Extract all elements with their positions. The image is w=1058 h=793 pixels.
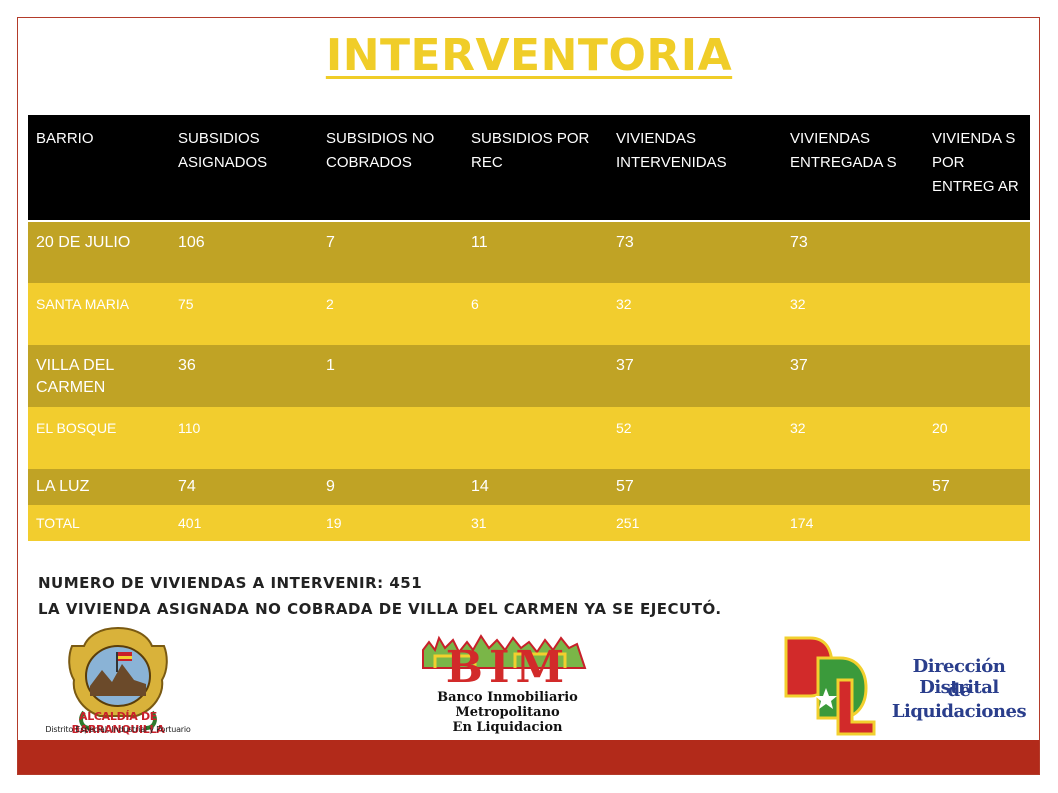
table-cell: VILLA DEL CARMEN [28,345,170,407]
ddl-line1: Dirección Distrital [912,656,1006,698]
table-cell: 32 [782,407,924,469]
alcaldia-logo: ALCALDÍA DE BARRANQUILLA Distrito Especi… [38,624,198,742]
table-cell: 37 [608,345,782,407]
table-cell: 251 [608,505,782,541]
ddl-line2: de Liquidaciones [891,680,1027,722]
alcaldia-subtitle: Distrito Especial, Industrial y Portuari… [45,725,191,734]
table-header-row: BARRIO SUBSIDIOS ASIGNADOS SUBSIDIOS NO … [28,115,1030,222]
table-cell: 106 [170,221,318,283]
table-cell: SANTA MARIA [28,283,170,345]
table-cell: 37 [782,345,924,407]
bim-line3: En Liquidacion [452,720,563,735]
bim-mark: BIM [445,642,571,693]
table-cell: 75 [170,283,318,345]
table-cell [924,283,1030,345]
header-subsidios-no-cobrados: SUBSIDIOS NO COBRADOS [318,115,463,222]
table-cell: 1 [318,345,463,407]
header-viviendas-por-entregar: VIVIENDA S POR ENTREG AR [924,115,1030,222]
table-cell [463,407,608,469]
table-cell: 31 [463,505,608,541]
table-cell [318,407,463,469]
table-cell: 11 [463,221,608,283]
bim-line2: Metropolitano [455,705,560,720]
table-cell: 401 [170,505,318,541]
header-subsidios-por-rec: SUBSIDIOS POR REC [463,115,608,222]
table-cell [924,221,1030,283]
table-row: SANTA MARIA 75 2 6 32 32 [28,283,1030,345]
bim-logo: BIM Banco Inmobiliario Metropolitano En … [415,630,600,735]
table-cell: 73 [782,221,924,283]
table-cell: 9 [318,469,463,505]
alcaldia-name: ALCALDÍA DE BARRANQUILLA [71,710,165,736]
table-cell: 19 [318,505,463,541]
table-cell [782,469,924,505]
table-cell: 2 [318,283,463,345]
table-cell: 57 [608,469,782,505]
table-cell: 14 [463,469,608,505]
table-cell: TOTAL [28,505,170,541]
table-cell: 52 [608,407,782,469]
bim-skyline-icon [422,634,587,669]
table-cell [463,345,608,407]
table-cell: 174 [782,505,924,541]
table-cell: 32 [782,283,924,345]
note-total-viviendas: NUMERO DE VIVIENDAS A INTERVENIR: 451 [38,574,423,592]
table-cell: 73 [608,221,782,283]
notes: NUMERO DE VIVIENDAS A INTERVENIR: 451 LA… [38,570,722,622]
table-cell: 110 [170,407,318,469]
ddl-logo: Dirección Distrital de Liquidaciones [782,632,1040,737]
table-cell: 36 [170,345,318,407]
table-cell: 20 [924,407,1030,469]
table-cell [924,345,1030,407]
table-cell: 32 [608,283,782,345]
table-cell [924,505,1030,541]
table-row-total: TOTAL 401 19 31 251 174 [28,505,1030,541]
table-cell: LA LUZ [28,469,170,505]
footer-bar [18,740,1039,774]
table-cell: 7 [318,221,463,283]
page-title: INTERVENTORIA [325,30,733,81]
table-cell: 74 [170,469,318,505]
header-barrio: BARRIO [28,115,170,222]
alcaldia-shield-icon [68,626,168,730]
interventoria-table: BARRIO SUBSIDIOS ASIGNADOS SUBSIDIOS NO … [28,115,1030,541]
table-row: LA LUZ 74 9 14 57 57 [28,469,1030,505]
table-cell: 20 DE JULIO [28,221,170,283]
table-row: VILLA DEL CARMEN 36 1 37 37 [28,345,1030,407]
table-cell: 57 [924,469,1030,505]
table-cell: EL BOSQUE [28,407,170,469]
table-cell: 6 [463,283,608,345]
table-row: EL BOSQUE 110 52 32 20 [28,407,1030,469]
header-viviendas-intervenidas: VIVIENDAS INTERVENIDAS [608,115,782,222]
note-villa-del-carmen: LA VIVIENDA ASIGNADA NO COBRADA DE VILLA… [38,600,722,618]
bim-line1: Banco Inmobiliario [437,690,578,705]
header-subsidios-asignados: SUBSIDIOS ASIGNADOS [170,115,318,222]
ddl-monogram-icon [784,636,876,736]
table-row: 20 DE JULIO 106 7 11 73 73 [28,221,1030,283]
header-viviendas-entregadas: VIVIENDAS ENTREGADA S [782,115,924,222]
